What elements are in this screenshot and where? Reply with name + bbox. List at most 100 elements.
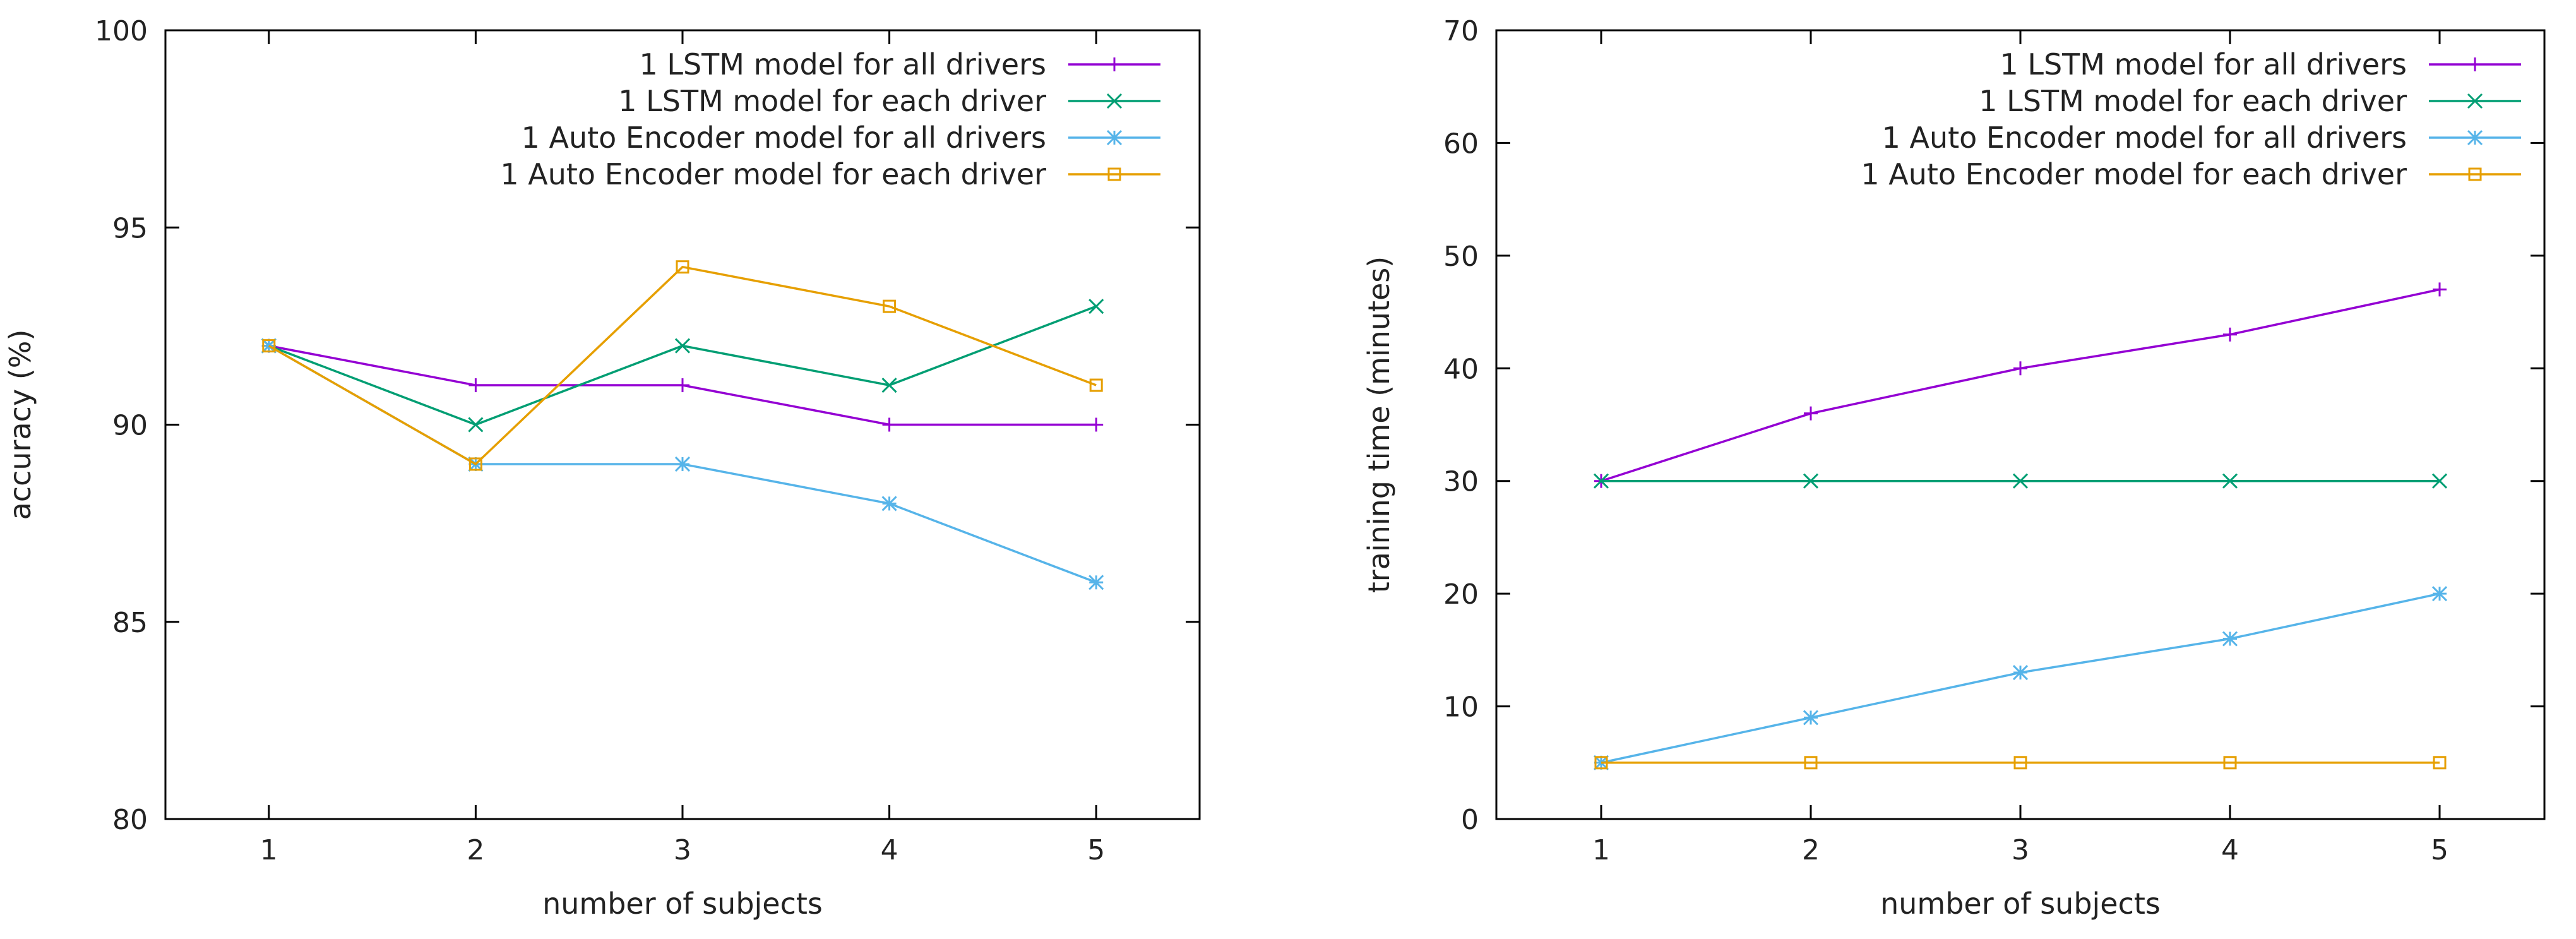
chart-1-legend-marker-d2 <box>1106 93 1123 109</box>
chart-1: 80 85 90 95 100 1 2 3 4 5 number of subjects accura… <box>3 15 1201 921</box>
chart-1-series-4-point <box>262 339 276 353</box>
chart-2-xtick-label: 1 <box>1592 834 1610 866</box>
chart-1-legend-marker <box>1106 93 1123 109</box>
chart-1-series-4-point-box <box>262 339 276 353</box>
chart-2-series-2-point <box>1803 473 1819 489</box>
chart-2-legend-marker-box <box>2468 167 2482 181</box>
chart-1-series-4-point-box <box>676 260 689 274</box>
chart-1-series-2-line <box>268 305 1097 426</box>
chart-2-series-4-point <box>1804 756 1818 770</box>
chart-1-xtick-label: 4 <box>881 834 898 866</box>
chart-2-legend-label: 1 LSTM model for each driver <box>1979 84 2407 118</box>
chart-2-series-3-point-d2 <box>2012 664 2029 681</box>
chart-1-legend-label: 1 LSTM model for each driver <box>618 84 1046 118</box>
chart-2-series-2-point <box>2222 473 2238 489</box>
chart-1-ytick-label: 100 <box>95 15 148 47</box>
chart-2-series-3-point <box>2012 664 2029 681</box>
chart-2-ytick-label: 40 <box>1443 353 1479 385</box>
chart-1-series-2 <box>261 299 1104 433</box>
chart-1-series-2-point-d2 <box>674 338 691 354</box>
chart-2-ytick-label: 70 <box>1443 15 1479 47</box>
chart-1-xtick-label: 1 <box>260 834 278 866</box>
chart-1-series-4 <box>262 260 1103 471</box>
chart-2-legend-label: 1 Auto Encoder model for all drivers <box>1882 121 2407 155</box>
chart-2-series-2-point <box>2431 473 2448 489</box>
chart-2-ytick-label: 50 <box>1443 241 1479 273</box>
chart-2-series-1-point <box>2013 361 2027 376</box>
chart-1-xtick-label: 2 <box>467 834 484 866</box>
chart-1-series-1-point <box>1089 417 1104 432</box>
chart-1-xtick-label: 5 <box>1087 834 1105 866</box>
chart-2-legend-marker-d2 <box>2467 93 2483 109</box>
chart-2-series-2-point <box>1593 473 1609 489</box>
chart-2-series-4-point-box <box>2433 756 2447 770</box>
chart-2-series-2-point-d2 <box>1803 473 1819 489</box>
chart-2-xtick-label: 3 <box>2012 834 2029 866</box>
chart-1-series-4-point <box>883 299 897 313</box>
chart-2-series-3-point <box>2222 631 2238 647</box>
chart-2-series-4 <box>1594 756 2447 770</box>
chart-1-series-4-point <box>676 260 689 274</box>
chart-2-xtick-label: 5 <box>2431 834 2448 866</box>
chart-2-series-4-point <box>1594 756 1608 770</box>
chart-2-xlabel: number of subjects <box>1880 887 2161 921</box>
chart-2-series-4-point-box <box>1804 756 1818 770</box>
chart-2-legend-marker <box>2468 167 2482 181</box>
chart-1-legend-marker <box>1107 57 1121 71</box>
chart-2-legend-marker <box>2467 129 2483 146</box>
chart-1-series-2-point <box>468 417 484 433</box>
chart-1-series-3-point <box>881 496 897 511</box>
chart-2-series-2 <box>1593 473 2448 489</box>
chart-2-ytick-label: 0 <box>1461 804 1479 836</box>
chart-2-series-3-point-d2 <box>2222 631 2238 647</box>
chart-2-ytick-label: 30 <box>1443 466 1479 498</box>
chart-1-legend-marker <box>1106 129 1123 146</box>
chart-2-series-4-point-box <box>2013 756 2027 770</box>
chart-1-series-4-line <box>268 265 1097 466</box>
chart-2-legend-marker <box>2468 57 2482 71</box>
chart-2-ytick-label: 60 <box>1443 128 1479 160</box>
chart-2-series-4-point <box>2223 756 2237 770</box>
chart-2-series-3-point <box>1803 710 1819 726</box>
chart-2-legend-label: 1 Auto Encoder model for each driver <box>1861 157 2407 191</box>
chart-1-legend-label: 1 Auto Encoder model for each driver <box>500 157 1046 191</box>
chart-1-series-4-point <box>468 457 482 471</box>
chart-1-legend-label: 1 Auto Encoder model for all drivers <box>522 121 1046 155</box>
chart-1-ytick-label: 85 <box>112 607 148 639</box>
chart-2-series-2-point-d2 <box>2431 473 2448 489</box>
chart-2-series-2-point-d2 <box>2222 473 2238 489</box>
chart-1-ytick-label: 90 <box>112 410 148 442</box>
chart-1-series-2-point <box>1088 299 1104 314</box>
chart-2-ytick-label: 10 <box>1443 691 1479 724</box>
chart-1-series-2-point-d2 <box>881 377 897 393</box>
chart-1-series-2-point <box>674 338 691 354</box>
chart-1-series-4-point <box>1089 378 1103 392</box>
chart-2-series-3 <box>1593 586 2448 770</box>
chart-1-series-2-point-d2 <box>1088 299 1104 314</box>
chart-2-series-3-point <box>2431 586 2448 602</box>
chart-1-series-1-point <box>468 378 483 393</box>
chart-2: 0 10 20 30 40 50 60 70 1 2 3 4 5 number of subjects tr… <box>1362 15 2546 921</box>
chart-2-series-1-line <box>1601 288 2440 482</box>
chart-2-series-2-point <box>2012 473 2029 489</box>
chart-1-series-2-point-d2 <box>468 417 484 433</box>
chart-1-xlabel: number of subjects <box>542 887 823 921</box>
chart-2-xtick-label: 4 <box>2221 834 2239 866</box>
chart-2-xtick-label: 2 <box>1802 834 1820 866</box>
chart-2-legend-label: 1 LSTM model for all drivers <box>2000 47 2407 81</box>
chart-2-legend-marker <box>2467 93 2483 109</box>
chart-2-series-1-point <box>2223 327 2237 342</box>
chart-1-legend-label: 1 LSTM model for all drivers <box>639 47 1046 81</box>
chart-1-series-4-point-box <box>468 457 482 471</box>
chart-1-series-1-point <box>676 378 689 393</box>
chart-2-ytick-label: 20 <box>1443 578 1479 611</box>
chart-2-series-1-point <box>1804 406 1818 421</box>
chart-2-series-3-point-d2 <box>2431 586 2448 602</box>
chart-2-series-4-point-box <box>1594 756 1608 770</box>
chart-1-series-3-point-d2 <box>674 456 691 472</box>
chart-2-series-4-point-box <box>2223 756 2237 770</box>
chart-2-series-2-point-d2 <box>1593 473 1609 489</box>
